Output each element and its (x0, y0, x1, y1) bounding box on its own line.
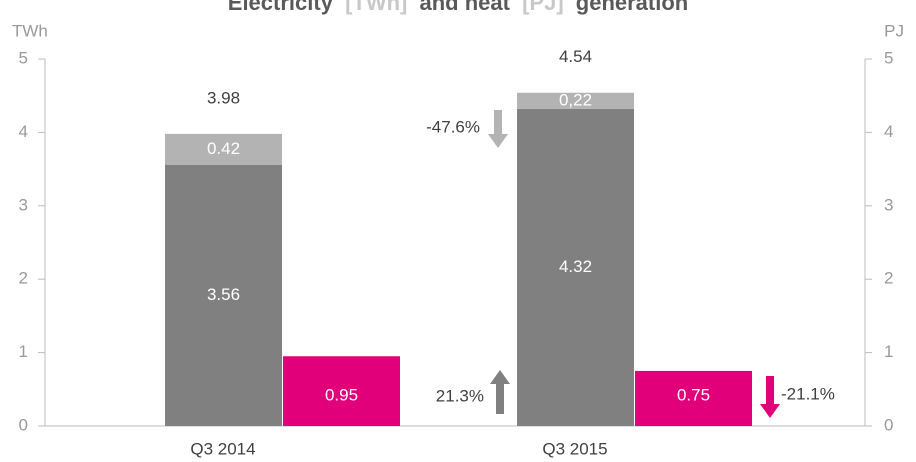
y2-tick-label: 2 (884, 269, 893, 288)
heat-bar (283, 356, 400, 426)
x-tick-label: Q3 2015 (542, 439, 607, 458)
arrow-up (490, 370, 510, 414)
bar-label: 0.75 (677, 385, 710, 404)
y-tick-label: 1 (19, 342, 28, 361)
annotation: -47.6% (426, 117, 480, 136)
electricity-bar (165, 133, 282, 165)
y2-tick-label: 4 (884, 122, 893, 141)
electricity-bar (165, 164, 282, 427)
bar-label: 0.95 (325, 385, 358, 404)
arrow-down (488, 110, 508, 148)
y2-tick-label: 0 (884, 415, 893, 434)
y-tick-label: 0 (19, 415, 28, 434)
y2-tick-label: 1 (884, 342, 893, 361)
y-tick-label: 5 (19, 48, 28, 67)
title-part: and heat (419, 0, 510, 15)
annotation: 21.3% (436, 386, 484, 405)
electricity-bar (517, 108, 634, 427)
y-tick-label: 4 (19, 122, 28, 141)
bar-label: 3.56 (207, 285, 240, 304)
heat-bar (635, 370, 752, 426)
arrow-down (760, 376, 780, 418)
total-label: 3.98 (207, 88, 240, 107)
annotation: -21.1% (781, 384, 835, 403)
bar-label: 0.42 (207, 139, 240, 158)
title-part: Electricity (228, 0, 334, 15)
y-tick-label: 2 (19, 269, 28, 288)
x-tick-label: Q3 2014 (190, 439, 255, 458)
title-part: generation (576, 0, 688, 15)
total-label: 4.54 (559, 47, 592, 66)
y2-tick-label: 5 (884, 48, 893, 67)
title-part: [PJ] (522, 0, 564, 15)
chart-title: Electricity [TWh] and heat [PJ] generati… (228, 0, 688, 15)
bar-label: 0,22 (559, 90, 592, 109)
y2-tick-label: 3 (884, 195, 893, 214)
electricity-bar (517, 92, 634, 109)
y-axis-unit: TWh (12, 21, 48, 40)
y-tick-label: 3 (19, 195, 28, 214)
bar-label: 4.32 (559, 257, 592, 276)
y2-axis-unit: PJ (884, 21, 904, 40)
title-part: [TWh] (345, 0, 407, 15)
